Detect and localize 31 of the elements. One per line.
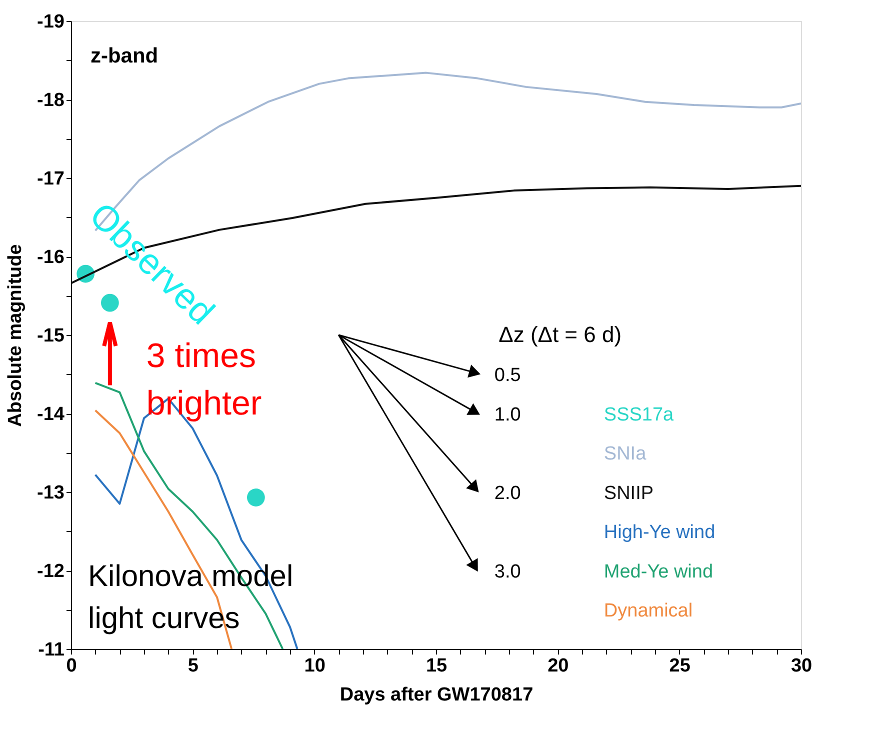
y-tick-label: -18 xyxy=(37,90,64,111)
x-tick-label: 0 xyxy=(66,656,77,676)
annotation: 0.5 xyxy=(494,365,521,386)
text: Med-Ye wind xyxy=(604,561,714,582)
annotation: 2.0 xyxy=(494,482,521,504)
annotation: z-band xyxy=(90,44,158,68)
y-tick-label: -19 xyxy=(37,12,64,32)
text: SNIa xyxy=(604,444,647,465)
x-tick-label: 15 xyxy=(426,656,448,676)
x-tick-label: 10 xyxy=(304,656,326,676)
y-tick-label: -17 xyxy=(37,168,64,190)
x-tick-label: 25 xyxy=(669,656,691,676)
x-tick-label: 5 xyxy=(188,656,199,676)
text: SNIIP xyxy=(604,482,654,504)
y-tick-label: -14 xyxy=(37,404,65,425)
y-tick-label: -16 xyxy=(37,247,64,268)
x-tick-label: 30 xyxy=(790,656,812,676)
text: High-Ye wind xyxy=(604,522,716,544)
x-tick-label: 20 xyxy=(548,656,569,676)
y-tick-label: -12 xyxy=(37,561,64,582)
text: Dynamical xyxy=(604,600,693,622)
annotation: 3.0 xyxy=(494,561,521,582)
x-axis-title: Days after GW170817 xyxy=(340,684,534,706)
annotation: Δz (Δt = 6 d) xyxy=(498,322,622,347)
y-tick-label: -13 xyxy=(37,482,64,504)
text: SSS17a xyxy=(604,404,674,426)
y-tick-label: -15 xyxy=(37,326,65,346)
point xyxy=(246,488,265,506)
y-tick-label: -11 xyxy=(38,640,65,660)
annotation: 1.0 xyxy=(494,404,521,426)
y-axis-title: Absolute magnitude xyxy=(5,244,26,427)
